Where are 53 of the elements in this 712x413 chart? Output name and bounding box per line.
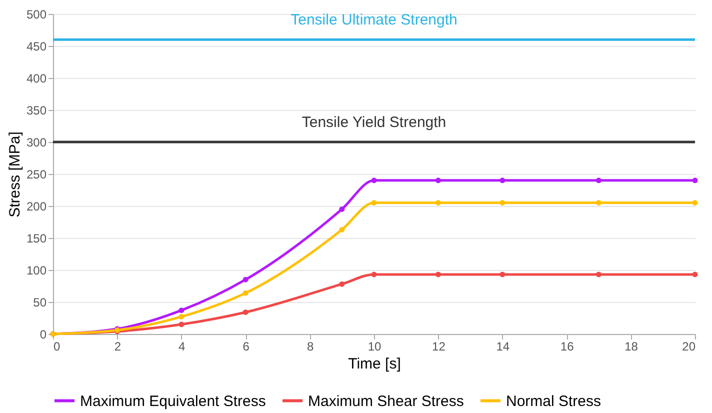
point (371, 272, 377, 278)
point (500, 178, 506, 184)
y-tick-label: 250 (26, 168, 47, 182)
legend-label: Maximum Equivalent Stress (80, 392, 266, 410)
x-tick-label: 10 (368, 340, 382, 354)
y-tick-label: 200 (26, 200, 47, 214)
point (596, 200, 602, 206)
x-tick-label: 6 (242, 340, 250, 354)
x-tick-label: 2 (114, 340, 122, 354)
point (371, 178, 377, 184)
point (596, 178, 602, 184)
point (500, 272, 506, 278)
y-tick-label: 0 (40, 328, 47, 342)
point (242, 310, 248, 315)
x-tick-label: 14 (496, 340, 510, 354)
point (242, 276, 248, 282)
ref-line-label: Tensile Ultimate Strength (290, 12, 458, 29)
y-tick-label: 500 (26, 8, 47, 22)
ref-line-label: Tensile Yield Strength (302, 114, 446, 131)
x-tick-label: 8 (306, 340, 314, 354)
point (339, 281, 345, 287)
point (178, 322, 184, 328)
x-tick-label: 4 (178, 340, 186, 354)
point (178, 314, 184, 320)
point (692, 178, 698, 184)
point (435, 200, 441, 206)
y-tick-label: 150 (26, 232, 47, 246)
point (178, 308, 184, 314)
legend-label: Maximum Shear Stress (308, 392, 464, 410)
point (692, 272, 698, 278)
x-tick-label: 20 (682, 340, 696, 354)
point (435, 178, 441, 184)
y-tick-label: 50 (33, 296, 47, 310)
y-tick-label: 300 (26, 136, 47, 150)
point (242, 290, 248, 296)
point (435, 272, 441, 278)
point (596, 272, 602, 278)
point (692, 200, 698, 206)
x-tick-label: 0 (54, 340, 60, 354)
point (339, 206, 345, 212)
y-tick-label: 100 (26, 264, 47, 278)
y-tick-label: 350 (26, 104, 47, 118)
point (339, 226, 345, 232)
x-axis-title: Time [s] (348, 356, 401, 372)
y-axis-title: Stress [MPa] (6, 132, 24, 218)
point (371, 200, 377, 206)
y-tick-label: 450 (26, 40, 47, 54)
y-tick-label: 400 (26, 72, 47, 86)
x-tick-label: 16 (560, 340, 574, 354)
point (500, 200, 506, 206)
x-tick-label: 12 (432, 340, 446, 354)
legend-label: Normal Stress (506, 392, 602, 410)
x-tick-label: 18 (624, 340, 638, 354)
